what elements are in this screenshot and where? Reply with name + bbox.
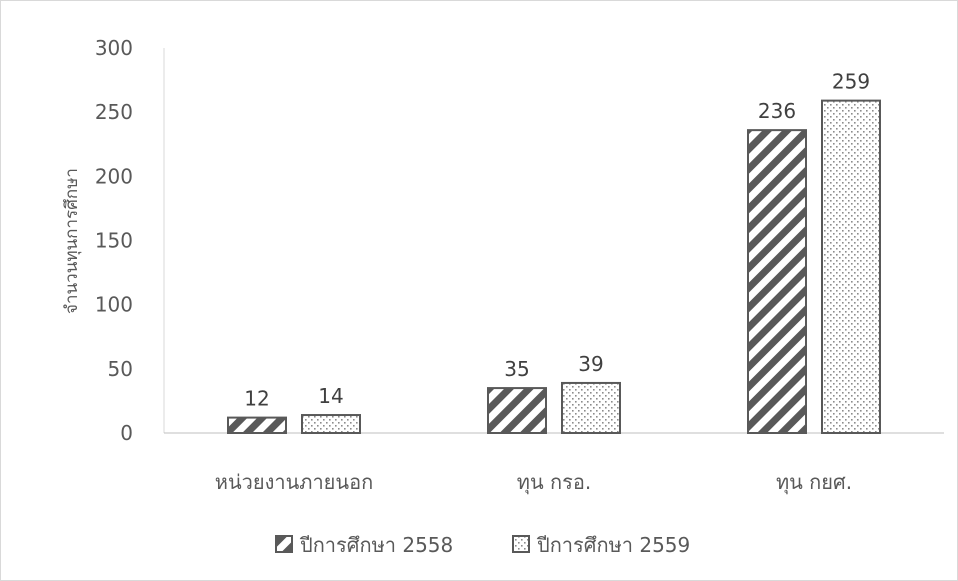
y-tick-label: 250 [95,100,133,124]
data-label: 35 [504,357,529,381]
bar-series-2-3 [821,99,881,434]
bar-series-2-1 [301,414,361,434]
x-category-label: หน่วยงานภายนอก [215,470,373,494]
x-category-label: ทุน กรอ. [517,470,591,495]
data-label: 12 [244,387,269,411]
y-tick-label: 100 [95,293,133,317]
data-label: 14 [318,384,343,408]
legend-swatch [275,535,293,553]
y-tick-label: 50 [108,357,133,381]
y-tick-label: 0 [120,421,133,445]
bar-series-2-2 [561,381,621,435]
y-tick-label: 300 [95,36,133,60]
bar-series-1-3 [747,129,807,434]
data-label: 39 [578,352,603,376]
legend-swatch [512,535,530,553]
y-tick-label: 150 [95,229,133,253]
legend-label: ปีการศึกษา 2558 [300,533,454,557]
bar-series-1-1 [227,416,287,435]
bar-series-1-2 [487,387,547,435]
y-axis-title: จำนวนทุนการศึกษา [62,168,82,314]
legend-label: ปีการศึกษา 2559 [537,533,691,557]
data-label: 236 [758,99,796,123]
x-category-label: ทุน กยศ. [776,470,852,495]
data-label: 259 [832,70,870,94]
y-tick-label: 200 [95,164,133,188]
